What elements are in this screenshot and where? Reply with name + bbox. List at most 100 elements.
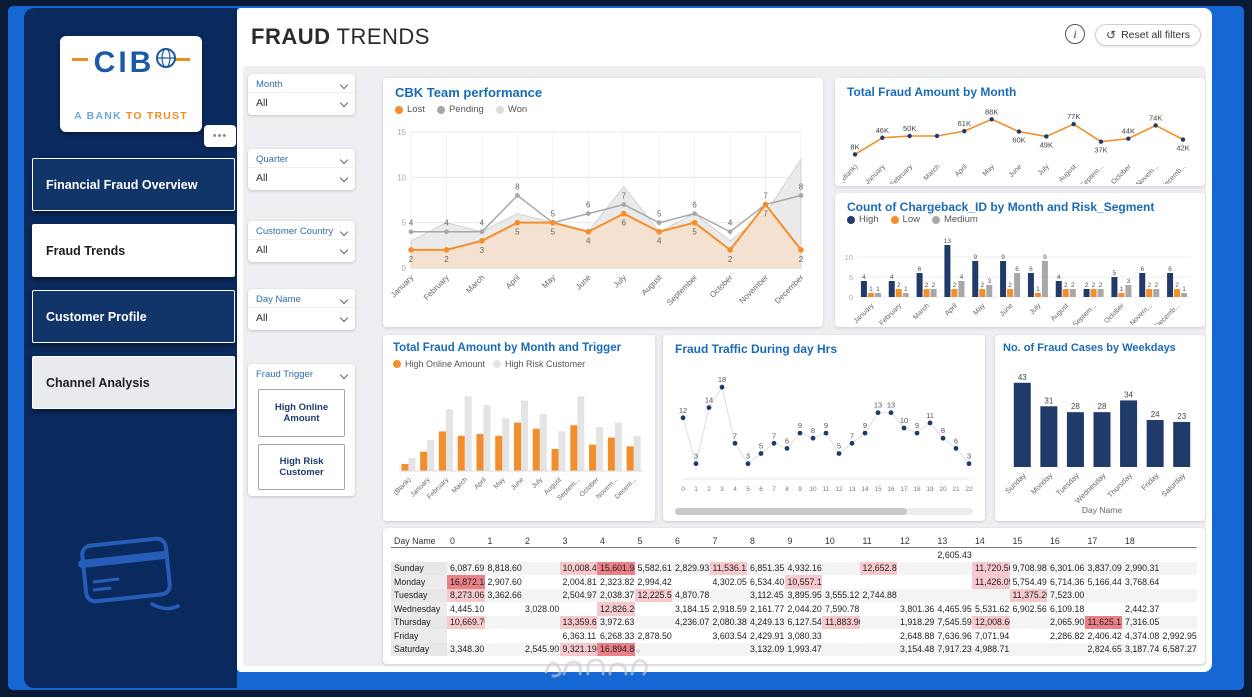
fraud-amount-matrix: Day Name 0 1 2 3 4 5 6 7 8 9 10 11 12 13 14 15 16 17 18 2,60…	[391, 534, 1197, 656]
table-cell: 7,590.78	[825, 603, 860, 614]
svg-text:August: August	[640, 273, 665, 298]
svg-text:24: 24	[1151, 410, 1160, 419]
table-cell	[485, 548, 523, 562]
sidebar-item-fraud-trends[interactable]: Fraud Trends	[32, 224, 235, 277]
customer-country-dropdown[interactable]: All	[248, 239, 355, 262]
table-col-header: 12	[897, 534, 935, 548]
table-cell: 10,669.76	[447, 615, 485, 629]
table-cell	[897, 548, 935, 562]
table-day-label: Thursday	[391, 615, 447, 629]
table-cell: 4,988.71	[972, 642, 1010, 656]
reset-filters-button[interactable]: ↺ Reset all filters	[1095, 24, 1201, 46]
chevron-down-icon	[339, 313, 349, 323]
table-cell	[785, 548, 823, 562]
chevron-down-icon[interactable]	[339, 155, 349, 164]
table-cell: 12,008.60	[972, 615, 1010, 629]
table-cell: 2,504.97	[559, 588, 597, 602]
svg-text:6: 6	[759, 486, 763, 493]
legend-item[interactable]: High Risk Customer	[493, 359, 585, 369]
svg-text:4: 4	[1057, 274, 1061, 281]
svg-text:2: 2	[1099, 282, 1103, 289]
chart-legend: High Online Amount High Risk Customer	[393, 359, 585, 369]
filter-card-day-name: Day Name All	[248, 289, 355, 330]
cib-logo-graphic: CIB	[72, 46, 190, 79]
table-cell: 2,065.90	[1047, 615, 1085, 629]
svg-text:6: 6	[918, 266, 922, 273]
table-cell: 12,826.26	[597, 602, 635, 616]
sidebar-item-customer-profile[interactable]: Customer Profile	[32, 290, 235, 343]
table-day-label: Wednesday	[391, 602, 447, 616]
dropdown-value: All	[256, 97, 268, 109]
svg-text:4: 4	[586, 237, 591, 246]
table-cell: 8,273.06	[447, 588, 485, 602]
svg-text:October: October	[708, 273, 735, 300]
table-cell	[822, 629, 860, 643]
svg-text:July: July	[1037, 163, 1051, 177]
table-day-label: Monday	[391, 575, 447, 589]
trigger-button-high-risk-customer[interactable]: High Risk Customer	[258, 444, 345, 490]
chevron-down-icon[interactable]	[339, 227, 349, 236]
legend-item[interactable]: Medium	[931, 214, 978, 225]
table-cell	[897, 561, 935, 575]
legend-item[interactable]: Low	[890, 214, 920, 225]
svg-text:August: August	[1050, 302, 1070, 322]
svg-text:5: 5	[402, 219, 407, 228]
table-cell: 5,754.49	[1012, 576, 1047, 587]
quarter-dropdown[interactable]: All	[248, 167, 355, 190]
chart-card-fraud-trigger: Total Fraud Amount by Month and Trigger …	[383, 335, 655, 521]
chevron-down-icon[interactable]	[339, 295, 349, 304]
table-cell: 2,918.59	[712, 603, 747, 614]
svg-text:8: 8	[811, 426, 815, 435]
table-cell: 2,161.77	[750, 603, 785, 614]
sidebar-item-financial-fraud-overview[interactable]: Financial Fraud Overview	[32, 158, 235, 211]
chevron-down-icon[interactable]	[339, 80, 349, 89]
filter-label: Fraud Trigger	[256, 369, 314, 380]
filter-label: Day Name	[256, 294, 301, 305]
svg-text:17: 17	[900, 486, 908, 493]
legend-item[interactable]: Pending	[436, 104, 484, 115]
table-cell: 13,359.66	[559, 615, 597, 629]
table-cell: 3,080.33	[787, 630, 822, 641]
table-cell	[485, 602, 523, 616]
svg-text:8: 8	[515, 182, 520, 191]
svg-text:5: 5	[515, 228, 520, 237]
table-cell: 2,990.31	[1122, 561, 1160, 575]
legend-item[interactable]: Won	[495, 104, 527, 115]
table-cell: 2,004.81	[562, 576, 597, 587]
scrollbar-thumb[interactable]	[675, 508, 908, 515]
table-cell	[822, 642, 860, 656]
chevron-down-icon	[339, 98, 349, 108]
svg-text:2: 2	[925, 282, 929, 289]
chevron-down-icon	[339, 245, 349, 255]
legend-item[interactable]: High	[847, 214, 879, 225]
table-cell: 2,044.20	[787, 603, 822, 614]
day-name-dropdown[interactable]: All	[248, 307, 355, 330]
more-options-button[interactable]: •••	[204, 125, 236, 147]
chart-card-chargeback: Count of Chargeback_ID by Month and Risk…	[835, 193, 1205, 327]
table-cell	[822, 561, 860, 575]
info-button[interactable]: i	[1065, 24, 1085, 44]
legend-item[interactable]: Lost	[395, 104, 425, 115]
svg-text:Sunday: Sunday	[1003, 471, 1028, 496]
sidebar-item-channel-analysis[interactable]: Channel Analysis	[32, 356, 235, 409]
trigger-button-high-online-amount[interactable]: High Online Amount	[258, 389, 345, 437]
filter-label: Customer Country	[256, 226, 334, 237]
chevron-down-icon[interactable]	[339, 370, 349, 379]
table-cell: 2,038.37	[597, 588, 635, 602]
dropdown-value: All	[256, 172, 268, 184]
filter-label-row: Customer Country	[248, 221, 355, 239]
svg-text:1: 1	[1120, 286, 1124, 293]
watermark	[544, 649, 648, 678]
month-dropdown[interactable]: All	[248, 92, 355, 115]
svg-text:April: April	[504, 273, 522, 291]
svg-text:88K: 88K	[985, 107, 998, 116]
table-day-label	[391, 548, 447, 562]
svg-text:77K: 77K	[1067, 112, 1080, 121]
svg-text:CIB: CIB	[94, 46, 155, 79]
table-cell	[1009, 615, 1047, 629]
legend-item[interactable]: High Online Amount	[393, 359, 485, 369]
traffic-scrollbar[interactable]	[675, 508, 973, 515]
svg-text:2: 2	[1147, 282, 1151, 289]
filter-label-row: Month	[248, 74, 355, 92]
